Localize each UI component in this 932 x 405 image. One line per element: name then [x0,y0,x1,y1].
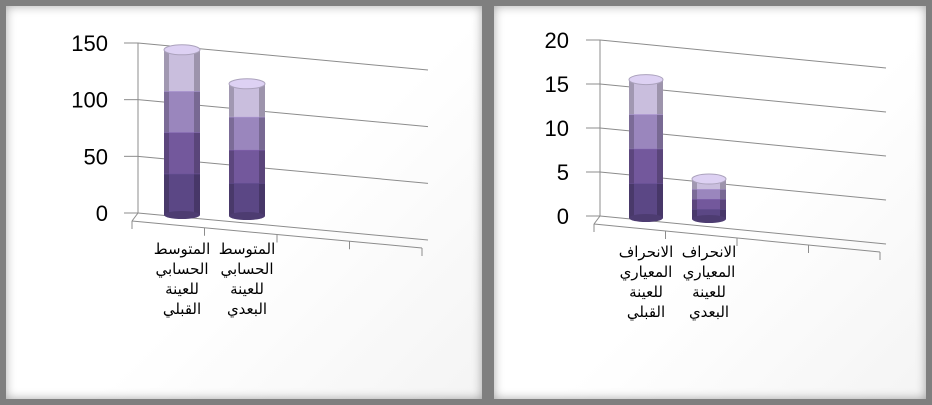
y-tick-label: 0 [96,201,108,226]
bar-top-cap [691,173,727,185]
bar-segment-shade [657,114,663,149]
bar-segment-shade [164,91,169,133]
bar-segment-shade [164,173,169,215]
bar-segment-shade [229,83,234,117]
y-tick-label: 15 [545,72,569,97]
bar-segment-shade [720,179,726,190]
bar-segment-shade [629,183,634,218]
category-label-line: الانحراف [619,243,674,261]
y-tick-label: 100 [71,88,108,113]
y-tick-label: 10 [545,116,569,141]
bar-segment-shade [229,116,234,150]
category-label-line: القبلي [627,303,665,322]
category-label-line: الانحراف [682,243,737,261]
chart-panel-mean: 0 50 100 150 المتوسط الحسابي للعينة القبلي المتو… [0,0,488,405]
bar-segment-shade [259,149,265,183]
bar-segment [692,199,726,210]
bar-segment [692,189,726,200]
bar-base-cap [229,212,265,220]
y-tick-label: 50 [84,144,108,169]
bar-base-cap [692,215,726,223]
y-tick-label: 20 [545,28,569,53]
bar-segment-shade [259,116,265,150]
bar-segment-shade [657,148,663,184]
bar-segment-shade [657,183,663,218]
category-label-line: للعينة [629,283,663,301]
bar-segment-shade [720,209,726,219]
category-label-line: للعينة [165,280,199,298]
bar-segment-shade [194,49,200,92]
bar-segment-shade [194,91,200,133]
floor-edge [131,212,139,222]
bar-segment-shade [629,114,634,149]
category-label-line: الحسابي [155,260,208,279]
bar-top-cap [228,78,266,90]
gridline [599,39,887,69]
category-label-line: البعدي [689,303,729,322]
bar-top-cap [163,44,201,56]
category-label: الانحراف المعياري للعينة القبلي [619,243,674,322]
y-tick-label: 5 [557,160,569,185]
bar-segment-shade [692,179,697,190]
category-label-line: البعدي [227,300,267,319]
bar-segment-shade [629,148,634,184]
bar-segment-shade [229,182,234,216]
bar-segment-shade [720,189,726,200]
bar-segment-shade [194,132,200,174]
category-label-line: المعياري [683,263,736,282]
category-label-line: للعينة [692,283,726,301]
y-tick-label: 0 [557,204,569,229]
category-label-line: للعينة [230,280,264,298]
bar-segment-shade [229,149,234,183]
bar-segment-shade [194,173,200,215]
category-label: المتوسط الحسابي للعينة القبلي [154,240,211,319]
category-label-line: القبلي [163,300,201,319]
category-label-line: الحسابي [220,260,273,279]
bar-segment-shade [259,83,265,117]
bar-segment-shade [692,189,697,200]
bar-segment [692,209,726,219]
chart-panel-stddev: 0 5 10 15 20 الانحراف المعياري للعينة القبلي الان… [488,0,932,405]
bar-top-cap [628,74,664,86]
bar-base-cap [164,211,200,219]
bar-segment-shade [720,199,726,210]
bar-base-cap [629,214,663,222]
category-label: الانحراف المعياري للعينة البعدي [682,243,737,322]
y-tick-label: 150 [71,31,108,56]
bar-segment-shade [692,209,697,219]
bar-segment-shade [164,132,169,174]
category-label-line: المتوسط [219,240,276,258]
bar-segment-shade [259,182,265,216]
category-label: المتوسط الحسابي للعينة البعدي [219,240,276,319]
floor-edge [593,215,601,225]
category-label-line: المتوسط [154,240,211,258]
bar-segment-shade [657,79,663,115]
bar-segment-shade [692,199,697,210]
category-label-line: المعياري [620,263,673,282]
bar-segment-shade [164,49,169,92]
bar-segment-shade [629,79,634,115]
